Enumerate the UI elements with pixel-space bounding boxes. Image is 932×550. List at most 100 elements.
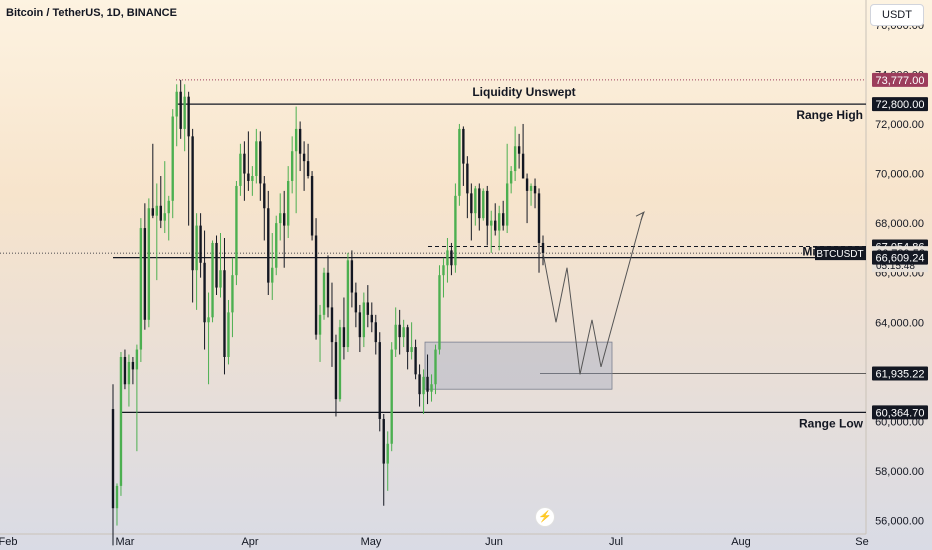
- candle-body: [215, 242, 218, 288]
- candle-body: [314, 235, 318, 335]
- candle: [342, 297, 346, 360]
- demand-zone: [424, 341, 613, 390]
- candle-body: [298, 128, 302, 154]
- candle: [513, 126, 517, 181]
- x-tick-label: Jun: [485, 536, 503, 548]
- candle: [231, 257, 234, 338]
- candle: [430, 374, 433, 402]
- candle: [470, 183, 473, 241]
- candle-body: [115, 485, 119, 509]
- x-tick-label: May: [361, 536, 382, 548]
- candle-body: [418, 374, 421, 395]
- y-tick-label: 72,000.00: [875, 119, 924, 131]
- candle: [239, 143, 242, 196]
- candle-body: [119, 356, 123, 486]
- candle: [271, 233, 274, 300]
- price-label-text: 66,609.24: [876, 253, 925, 265]
- candle-body: [183, 96, 186, 129]
- candle: [115, 483, 119, 526]
- candle: [275, 215, 278, 276]
- candle-body: [509, 171, 513, 184]
- candle-body: [211, 242, 214, 318]
- candle-body: [275, 223, 278, 268]
- candle: [442, 257, 445, 298]
- candle-body: [330, 307, 334, 343]
- candle: [525, 173, 529, 224]
- candle-body: [434, 349, 437, 385]
- candle: [478, 183, 481, 231]
- y-tick-label: 58,000.00: [875, 466, 924, 478]
- candle: [422, 369, 425, 415]
- candle-body: [195, 225, 198, 271]
- candle-body: [430, 384, 433, 392]
- candle-body: [517, 146, 521, 154]
- candle-body: [366, 302, 370, 315]
- price-label-text: 72,800.00: [876, 99, 925, 111]
- candle-body: [494, 220, 497, 231]
- candle-body: [446, 250, 449, 266]
- candle: [294, 106, 298, 214]
- candle-body: [378, 342, 381, 419]
- candle: [350, 250, 354, 308]
- projection-arrowhead: [635, 211, 645, 221]
- candle: [235, 180, 238, 286]
- candle: [338, 319, 342, 402]
- candle-body: [171, 116, 174, 201]
- candle: [219, 233, 222, 298]
- price-label-bg: [872, 405, 928, 420]
- candle-body: [402, 327, 405, 338]
- candle: [326, 255, 330, 318]
- currency-selector[interactable]: USDT: [870, 4, 924, 26]
- candle: [398, 309, 401, 355]
- candle-body: [175, 91, 178, 117]
- candle: [155, 183, 158, 281]
- x-tick-label: Apr: [241, 536, 258, 548]
- candle-body: [290, 151, 294, 181]
- candle: [111, 384, 115, 546]
- candle: [505, 143, 509, 234]
- candle-body: [450, 250, 453, 266]
- candle-body: [255, 141, 258, 177]
- candle-body: [374, 322, 377, 343]
- countdown-timer: 05:15:48: [876, 261, 915, 272]
- candle: [147, 198, 151, 328]
- candle-body: [529, 185, 533, 191]
- x-tick-label: Jul: [609, 536, 623, 548]
- candle: [279, 193, 282, 241]
- candle-body: [219, 270, 222, 288]
- candle-body: [279, 213, 282, 224]
- candle-body: [426, 376, 429, 392]
- candle-body: [537, 193, 541, 243]
- candle-body: [286, 180, 290, 226]
- candle: [406, 324, 409, 370]
- candle-body: [294, 128, 298, 152]
- candle-body: [482, 190, 485, 219]
- candle: [211, 240, 214, 323]
- candle: [330, 282, 334, 367]
- price-label: 60,364.70: [872, 405, 928, 420]
- candle: [334, 334, 338, 417]
- candle: [191, 128, 194, 303]
- candle-body: [478, 188, 481, 219]
- candle: [529, 183, 533, 206]
- candle-body: [135, 349, 139, 370]
- x-tick-label: Feb: [0, 536, 17, 548]
- candle: [486, 185, 489, 246]
- candle: [346, 252, 350, 353]
- projection-path: [542, 213, 644, 375]
- y-tick-label: 60,000.00: [875, 416, 924, 428]
- candle-body: [406, 327, 409, 353]
- candle: [159, 176, 162, 229]
- y-tick-label: 68,000.00: [875, 218, 924, 230]
- candle: [167, 195, 170, 241]
- candle: [199, 213, 202, 278]
- candle: [362, 292, 366, 348]
- candle-body: [123, 356, 127, 385]
- candle: [521, 123, 525, 179]
- candle: [366, 285, 370, 328]
- candle-body: [147, 208, 151, 320]
- candle-body: [139, 228, 143, 350]
- candle: [402, 319, 405, 348]
- candle: [195, 213, 198, 310]
